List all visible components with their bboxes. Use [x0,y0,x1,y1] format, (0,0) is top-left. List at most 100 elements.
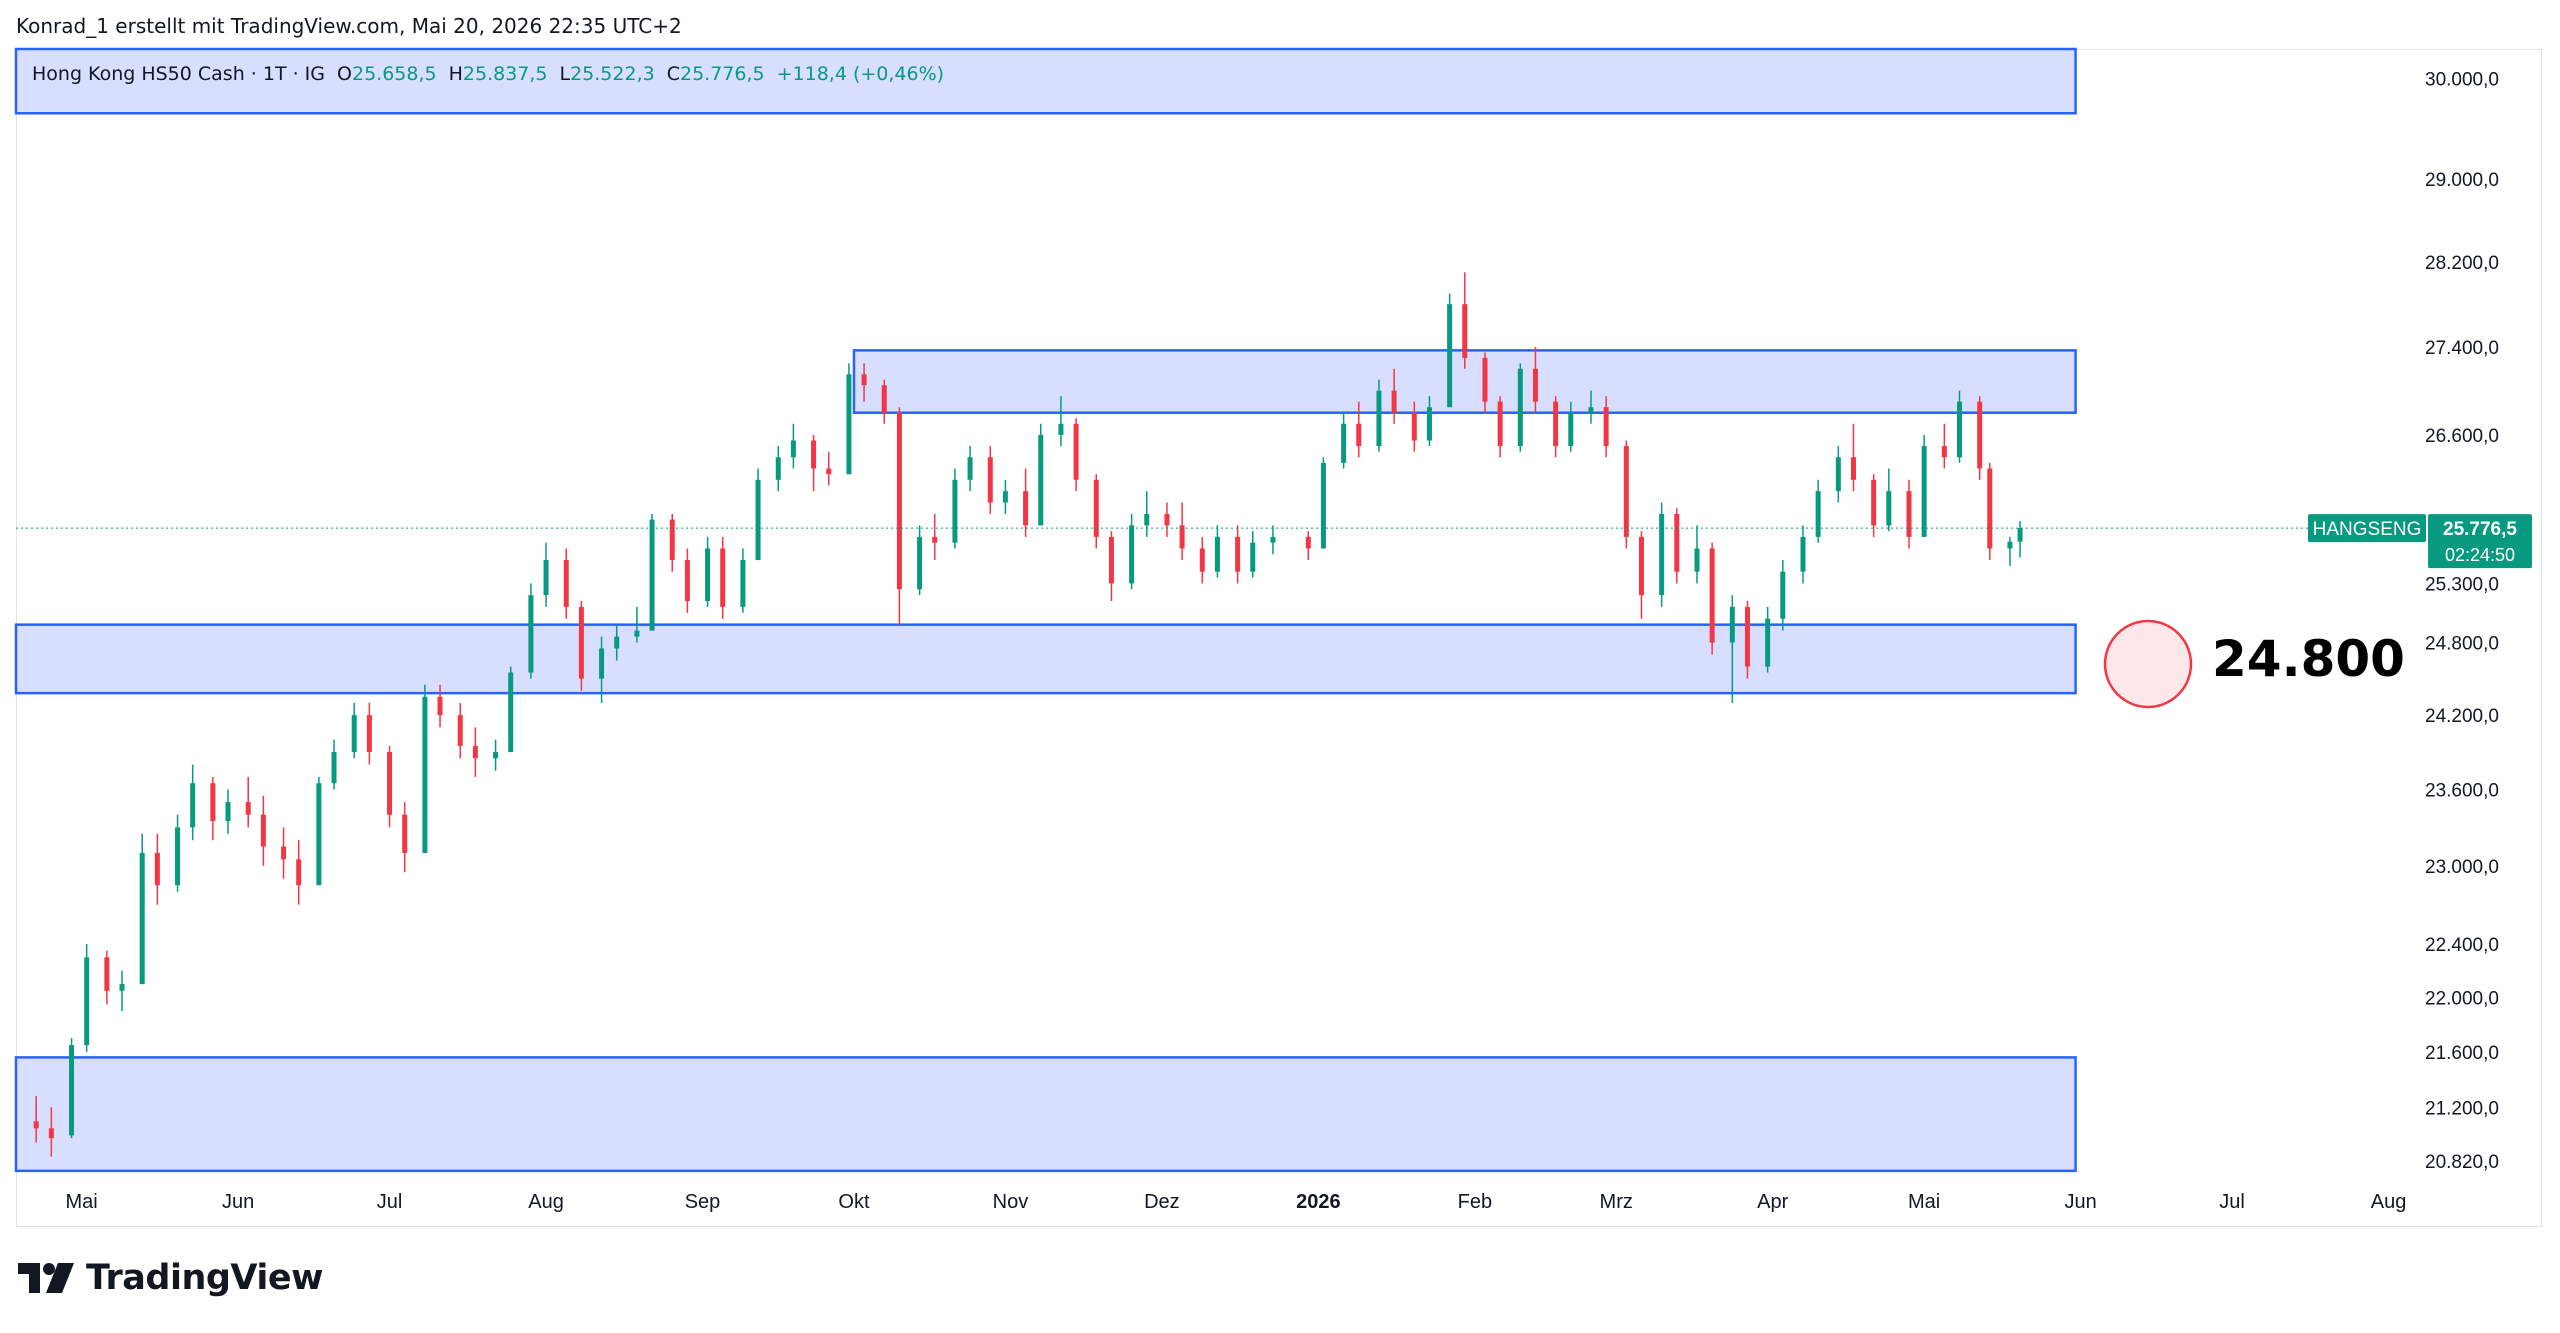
candle-body [1129,525,1135,584]
x-tick-label: Aug [2371,1191,2407,1213]
candle-body [260,814,266,847]
x-tick-label: Mai [1908,1191,1940,1213]
candle-body [316,783,322,886]
legend-change: +118,4 (+0,46%) [776,63,945,85]
candle-body [720,548,726,607]
candle-body [932,536,938,543]
y-tick-label: 26.600,0 [2425,426,2499,447]
candle-body [1709,548,1715,643]
candle-body [1568,412,1574,447]
x-tick-label: Nov [993,1191,1029,1213]
candle-body [1850,457,1856,480]
candle-body [69,1045,75,1136]
candle-body [48,1128,54,1139]
tradingview-logo[interactable]: TradingView [18,1258,323,1298]
candle-body [331,752,337,784]
x-tick-label: Dez [1144,1191,1180,1213]
candle-body [119,984,125,991]
candle-body [1199,548,1205,572]
last-price-tag [2428,514,2532,569]
candle-body [1674,513,1680,572]
candle-body [614,636,620,649]
candle-body [366,715,372,753]
x-tick-label: Mai [66,1191,98,1213]
y-tick-label: 20.820,0 [2425,1152,2499,1173]
tv-logo-icon [18,1263,74,1293]
candle-body [33,1121,39,1129]
candle-body [952,479,958,543]
candle-body [1906,491,1912,537]
candle-body [1835,457,1841,492]
candle-body [881,385,887,413]
annotation-circle[interactable] [2103,619,2193,709]
candle-body [1553,401,1559,447]
y-tick-label: 22.400,0 [2425,935,2499,956]
candle-body [1250,542,1256,572]
candle-body [245,802,251,815]
logo-wordmark: TradingView [86,1258,323,1298]
legend-low: 25.522,3 [570,63,655,85]
candle-body [634,630,640,637]
candle-body [1532,368,1538,402]
candle-body [563,560,569,607]
candle-body [1517,368,1523,447]
candle-body [1603,407,1609,447]
legend-close-label: C [666,63,680,85]
chart-credit: Konrad_1 erstellt mit TradingView.com, M… [16,14,682,38]
candle-body [790,440,796,458]
candle-body [1815,491,1821,537]
candle-body [1235,536,1241,572]
legend-high-label: H [448,63,463,85]
candle-body [1780,571,1786,619]
symbol-tag [2308,514,2426,543]
y-tick-label: 21.200,0 [2425,1098,2499,1119]
candle-body [1164,513,1170,526]
candle-body [1956,401,1962,458]
legend-open-label: O [337,63,352,85]
price-tag-layer: HANGSENG 25.776,5 02:24:50 [16,514,2532,569]
ohlc-legend: Hong Kong HS50 Cash · 1T · IG O25.658,5 H2… [32,63,944,85]
candle-body [422,696,428,853]
symbol-tag-label: HANGSENG [2313,519,2422,540]
candle-body [967,457,973,480]
legend-high: 25.837,5 [462,63,548,85]
candle-body [861,374,867,386]
candle-body [1921,446,1927,537]
candle-body [139,852,145,985]
candle-layer [33,272,2023,1157]
candle-body [649,519,655,631]
y-tick-label: 28.200,0 [2425,253,2499,274]
candle-body [1073,423,1079,480]
candle-body [1694,548,1700,572]
candle-body [578,606,584,679]
candle-body [387,752,393,815]
candle-body [811,440,817,469]
candle-body [1638,536,1644,596]
candle-body [987,457,993,503]
candle-body [508,672,514,753]
candle-body [472,745,478,759]
candle-body [281,846,287,860]
y-tick-label: 29.000,0 [2425,170,2499,191]
y-tick-label: 23.000,0 [2425,857,2499,878]
candle-body [755,479,761,561]
x-tick-label: Feb [1458,1191,1492,1213]
candle-body [1497,401,1503,447]
candle-body [1800,536,1806,572]
candle-body [2017,528,2023,542]
candle-body [225,802,231,822]
candle-body [740,560,746,607]
candle-body [1482,357,1488,402]
candle-body [826,468,832,475]
candle-body [493,752,499,759]
candle-body [175,827,181,886]
candle-body [1886,491,1892,526]
candle-body [1341,423,1347,463]
candle-body [84,957,90,1046]
y-tick-label: 23.600,0 [2425,780,2499,801]
x-tick-label: Jul [377,1191,403,1213]
legend-close: 25.776,5 [679,63,765,85]
candle-body [775,457,781,480]
candlestick-chart[interactable]: 30.000,0 29.000,0 28.200,0 27.400,0 26.600,0… [0,0,2560,1250]
candle-body [705,548,711,602]
